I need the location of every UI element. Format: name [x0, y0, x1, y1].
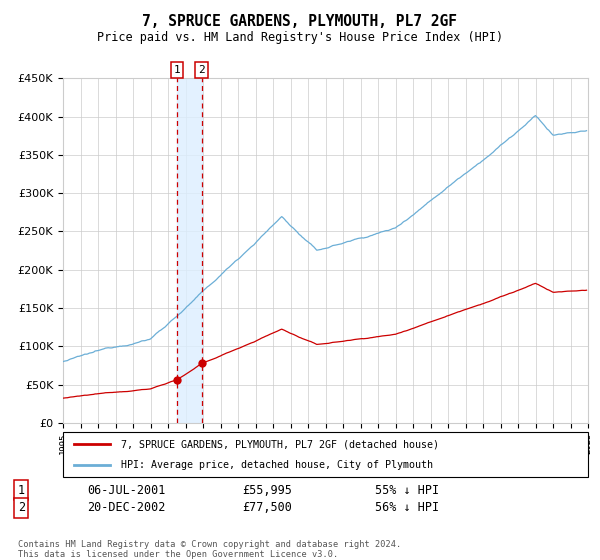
Text: 7, SPRUCE GARDENS, PLYMOUTH, PL7 2GF (detached house): 7, SPRUCE GARDENS, PLYMOUTH, PL7 2GF (de… — [121, 440, 439, 450]
Text: HPI: Average price, detached house, City of Plymouth: HPI: Average price, detached house, City… — [121, 460, 433, 470]
FancyBboxPatch shape — [63, 432, 588, 477]
Text: 55% ↓ HPI: 55% ↓ HPI — [375, 484, 439, 497]
Text: 06-JUL-2001: 06-JUL-2001 — [87, 484, 165, 497]
Text: 2: 2 — [198, 65, 205, 75]
Text: Price paid vs. HM Land Registry's House Price Index (HPI): Price paid vs. HM Land Registry's House … — [97, 31, 503, 44]
Text: 1: 1 — [18, 484, 25, 497]
Text: 1: 1 — [173, 65, 180, 75]
Text: £55,995: £55,995 — [242, 484, 292, 497]
Text: 2: 2 — [18, 501, 25, 514]
Text: £77,500: £77,500 — [242, 501, 292, 514]
Text: 7, SPRUCE GARDENS, PLYMOUTH, PL7 2GF: 7, SPRUCE GARDENS, PLYMOUTH, PL7 2GF — [143, 14, 458, 29]
Text: 56% ↓ HPI: 56% ↓ HPI — [375, 501, 439, 514]
Text: Contains HM Land Registry data © Crown copyright and database right 2024.
This d: Contains HM Land Registry data © Crown c… — [18, 540, 401, 559]
Text: 20-DEC-2002: 20-DEC-2002 — [87, 501, 165, 514]
Bar — [177, 78, 202, 423]
